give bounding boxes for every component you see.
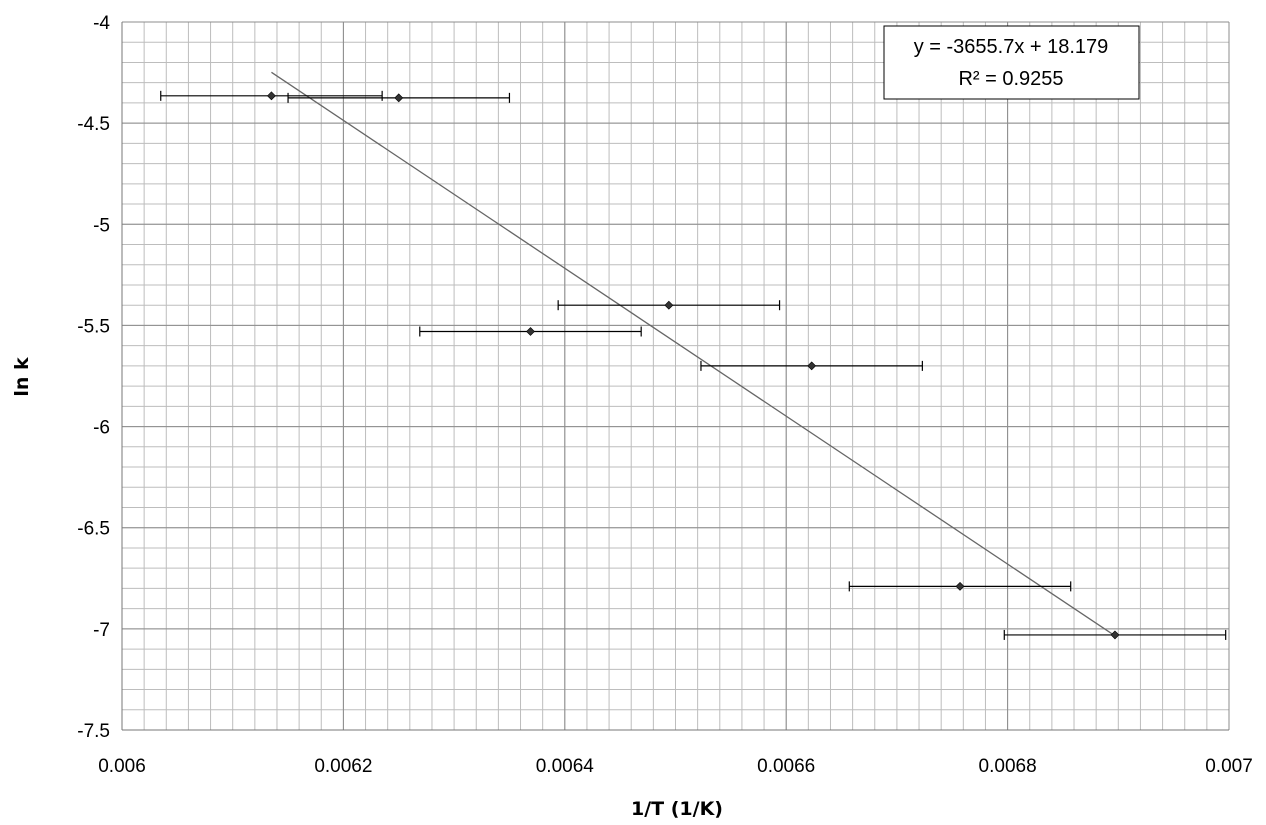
y-tick-label: -6 — [93, 418, 110, 439]
trendline — [271, 71, 1116, 637]
data-point — [557, 300, 781, 311]
data-marker — [394, 93, 404, 103]
x-tick-label: 0.0066 — [757, 756, 815, 777]
x-tick-label: 0.0064 — [536, 756, 595, 777]
trendline-equation: y = -3655.7x + 18.179 — [914, 36, 1109, 58]
data-point — [419, 326, 642, 337]
y-tick-label: -4.5 — [77, 114, 110, 135]
data-marker — [664, 300, 674, 310]
y-tick-label: -5.5 — [77, 316, 110, 337]
x-tick-label: 0.007 — [1205, 756, 1253, 777]
y-tick-label: -6.5 — [77, 519, 110, 540]
data-series — [160, 90, 1227, 640]
minor-gridlines — [121, 21, 1230, 731]
y-tick-label: -5 — [93, 215, 110, 236]
y-axis-tick-labels: -4 -4.5 -5 -5.5 -6 -6.5 -7 -7.5 — [77, 13, 110, 742]
data-point — [1003, 629, 1227, 640]
data-point — [287, 92, 511, 103]
major-gridlines — [121, 21, 1230, 731]
equation-box: y = -3655.7x + 18.179 R² = 0.9255 — [883, 25, 1140, 100]
equation-box-border — [883, 25, 1140, 100]
y-axis-title: ln k — [11, 357, 33, 397]
y-tick-label: -7.5 — [77, 721, 110, 742]
data-marker — [955, 581, 965, 591]
x-tick-label: 0.0062 — [314, 756, 372, 777]
data-point — [848, 581, 1072, 592]
y-tick-label: -4 — [93, 13, 110, 34]
data-point — [160, 90, 383, 101]
x-tick-label: 0.006 — [98, 756, 146, 777]
data-marker — [267, 91, 276, 101]
trendline-segment — [271, 71, 1116, 637]
data-marker — [807, 361, 817, 371]
x-axis-tick-labels: 0.006 0.0062 0.0064 0.0066 0.0068 0.007 — [98, 756, 1253, 777]
x-tick-label: 0.0068 — [979, 756, 1037, 777]
y-tick-label: -7 — [93, 620, 110, 641]
data-marker — [1110, 630, 1120, 640]
data-point — [700, 360, 923, 371]
r-squared-label: R² = 0.9255 — [958, 68, 1063, 90]
data-marker — [526, 327, 535, 336]
x-axis-title: 1/T (1/K) — [631, 798, 723, 820]
